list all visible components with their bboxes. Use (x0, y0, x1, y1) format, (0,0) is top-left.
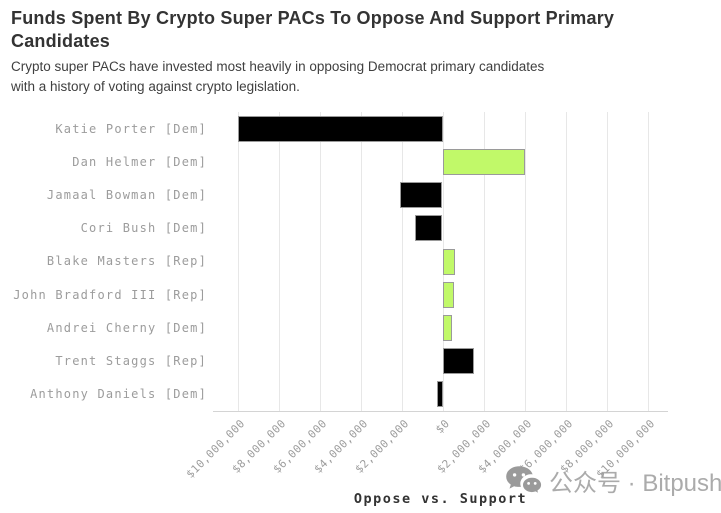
y-axis-label: Cori Bush [Dem] (80, 221, 207, 236)
bar-support (442, 248, 456, 275)
watermark-text: 公众号 · Bitpush (549, 470, 721, 497)
y-axis-label: John Bradford III [Rep] (13, 287, 207, 302)
y-axis-label: Anthony Daniels [Dem] (30, 387, 207, 402)
chart-subtitle-line-1: Crypto super PACs have invested most hea… (11, 59, 545, 74)
gridline (524, 112, 526, 411)
gridline (319, 112, 321, 411)
bar-oppose (437, 381, 443, 408)
bar-oppose (400, 182, 443, 209)
gridline (647, 112, 649, 411)
y-axis-label: Blake Masters [Rep] (46, 254, 207, 269)
y-axis-label: Katie Porter [Dem] (55, 121, 207, 136)
bar-oppose (414, 215, 443, 242)
y-axis-label: Jamaal Bowman [Dem] (46, 188, 207, 203)
bar-support (442, 281, 454, 308)
wechat-icon (506, 466, 543, 496)
chart-title: Funds Spent By Crypto Super PACs To Oppo… (11, 7, 711, 53)
chart-subtitle-line-2: with a history of voting against crypto … (11, 79, 300, 94)
x-tick-label: $0 (433, 417, 453, 437)
chart-title-line-1: Funds Spent By Crypto Super PACs To Oppo… (11, 8, 615, 28)
chart-title-line-2: Candidates (11, 31, 111, 51)
gridline (483, 112, 485, 411)
gridline (278, 112, 280, 411)
x-axis-title: Oppose vs. Support (353, 491, 528, 507)
x-axis-line (213, 411, 668, 412)
gridline (237, 112, 239, 411)
watermark: 公众号 · Bitpush (505, 463, 721, 498)
gridline (401, 112, 403, 411)
y-axis-label: Trent Staggs [Rep] (55, 354, 207, 369)
bar-oppose (442, 348, 475, 375)
gridline (606, 112, 608, 411)
y-axis-label: Dan Helmer [Dem] (72, 154, 207, 169)
bar-support (442, 148, 525, 175)
bar-oppose (237, 115, 443, 142)
gridline (565, 112, 567, 411)
chart-subtitle: Crypto super PACs have invested most hea… (11, 57, 711, 97)
bar-support (442, 314, 452, 341)
y-axis-label: Andrei Cherny [Dem] (46, 320, 207, 335)
gridline (360, 112, 362, 411)
